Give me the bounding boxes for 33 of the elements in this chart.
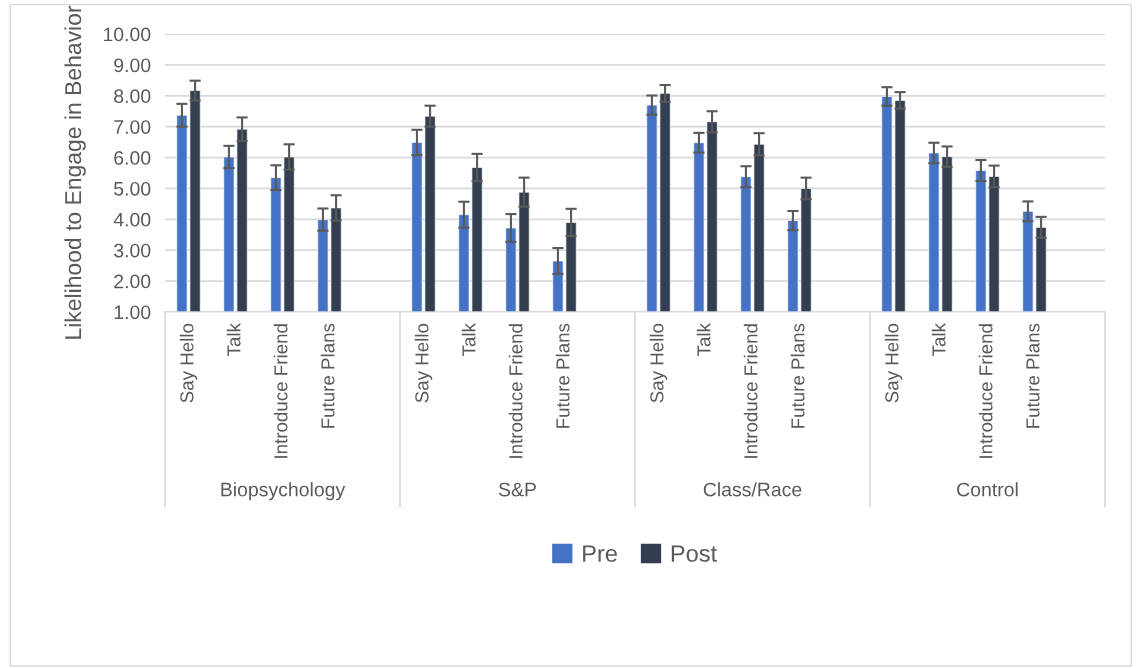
x-tick-label: Talk xyxy=(696,323,711,356)
y-tick-label: 4.00 xyxy=(113,212,151,227)
y-axis-title: Likelihood to Engage in Behavior xyxy=(64,5,86,339)
x-tick-label: Future Plans xyxy=(320,323,335,428)
x-tick-label: Future Plans xyxy=(790,323,805,428)
x-tick-label: Talk xyxy=(226,323,241,356)
x-tick-label: Introduce Friend xyxy=(978,324,993,458)
x-tick-label: Introduce Friend xyxy=(273,324,288,458)
y-tick-label: 3.00 xyxy=(114,243,151,258)
x-tick-label: Say Hello xyxy=(649,323,668,403)
y-tick-label: 8.00 xyxy=(114,89,151,104)
y-tick-label: 2.00 xyxy=(114,274,151,289)
y-tick-label: 6.00 xyxy=(114,151,151,165)
x-tick-label: Future Plans xyxy=(1025,323,1040,428)
legend-label: Post xyxy=(671,545,717,562)
y-tick-label: 10.00 xyxy=(103,27,151,42)
text: Biopsychology xyxy=(221,482,346,501)
x-tick-label: Talk xyxy=(461,323,476,356)
text: S&P xyxy=(498,482,536,497)
x-tick-label: Future Plans xyxy=(555,323,570,428)
x-tick-label: Introduce Friend xyxy=(743,324,758,458)
y-tick-label: 7.00 xyxy=(114,120,151,134)
y-tick-label: 5.00 xyxy=(114,181,151,196)
legend-label: Pre xyxy=(583,545,617,562)
x-tick-label: Talk xyxy=(931,323,946,356)
text: Control xyxy=(957,482,1018,497)
text: Class/Race xyxy=(703,482,802,497)
x-tick-label: Say Hello xyxy=(414,323,433,403)
x-tick-label: Say Hello xyxy=(179,323,198,403)
x-tick-label: Introduce Friend xyxy=(508,324,523,458)
y-tick-label: 9.00 xyxy=(114,58,151,73)
x-tick-label: Say Hello xyxy=(884,323,903,403)
y-tick-label: 1.00 xyxy=(114,305,151,320)
